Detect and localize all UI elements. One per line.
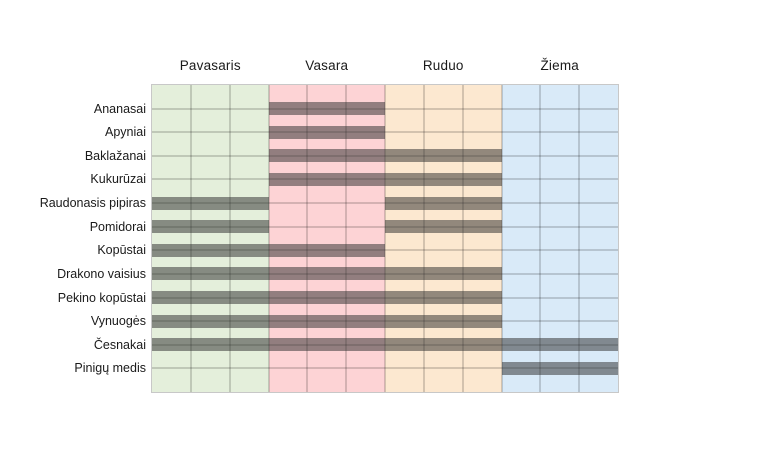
season-header-ziema: Žiema — [540, 58, 579, 73]
row-label-raudonasis-pipiras: Raudonasis pipiras — [39, 196, 146, 211]
month-gridline — [539, 85, 542, 392]
row-gridline — [152, 107, 618, 110]
season-bar-baklazanai — [268, 149, 502, 163]
month-gridline — [500, 85, 503, 392]
season-header-pavasaris: Pavasaris — [179, 58, 241, 73]
month-gridline — [461, 85, 464, 392]
season-bar-drakono-vaisius — [152, 267, 502, 281]
month-gridline — [345, 85, 348, 392]
row-label-cesnakai: Česnakai — [93, 337, 146, 352]
season-bar-pomidorai — [385, 220, 502, 234]
season-bar-raudonasis-pipiras — [152, 196, 269, 210]
month-gridline — [228, 85, 231, 392]
season-bar-cesnakai — [152, 338, 618, 352]
month-gridline — [306, 85, 309, 392]
plot-area — [151, 84, 619, 393]
season-bar-kopustai — [152, 243, 385, 257]
row-label-kopustai: Kopūstai — [97, 243, 146, 258]
month-gridline — [267, 85, 270, 392]
row-label-vynuoges: Vynuogės — [90, 314, 146, 329]
season-bar-pomidorai — [152, 220, 269, 234]
row-label-kukuruzai: Kukurūzai — [90, 172, 146, 187]
month-gridline — [189, 85, 192, 392]
season-bar-raudonasis-pipiras — [385, 196, 502, 210]
season-header-vasara: Vasara — [305, 58, 349, 73]
season-bar-ananasai — [268, 102, 385, 116]
row-label-pomidorai: Pomidorai — [89, 219, 146, 234]
season-header-ruduo: Ruduo — [422, 58, 464, 73]
row-gridline — [152, 249, 618, 252]
month-gridline — [422, 85, 425, 392]
row-label-ananasai: Ananasai — [93, 101, 146, 116]
row-label-drakono-vaisius: Drakono vaisius — [57, 266, 146, 281]
row-label-baklazanai: Baklažanai — [84, 148, 146, 163]
season-bar-apyniai — [268, 125, 385, 139]
season-bar-vynuoges — [152, 314, 502, 328]
row-label-apyniai: Apyniai — [105, 125, 146, 140]
season-bar-pinigu-medis — [501, 361, 618, 375]
month-gridline — [384, 85, 386, 392]
row-gridline — [152, 367, 618, 370]
month-gridline — [578, 85, 581, 392]
row-label-pinigu-medis: Pinigų medis — [74, 361, 146, 376]
row-gridline — [152, 131, 618, 134]
season-bar-pekino-kopustai — [152, 291, 502, 305]
row-label-pekino-kopustai: Pekino kopūstai — [57, 290, 146, 305]
season-bar-kukuruzai — [268, 172, 502, 186]
